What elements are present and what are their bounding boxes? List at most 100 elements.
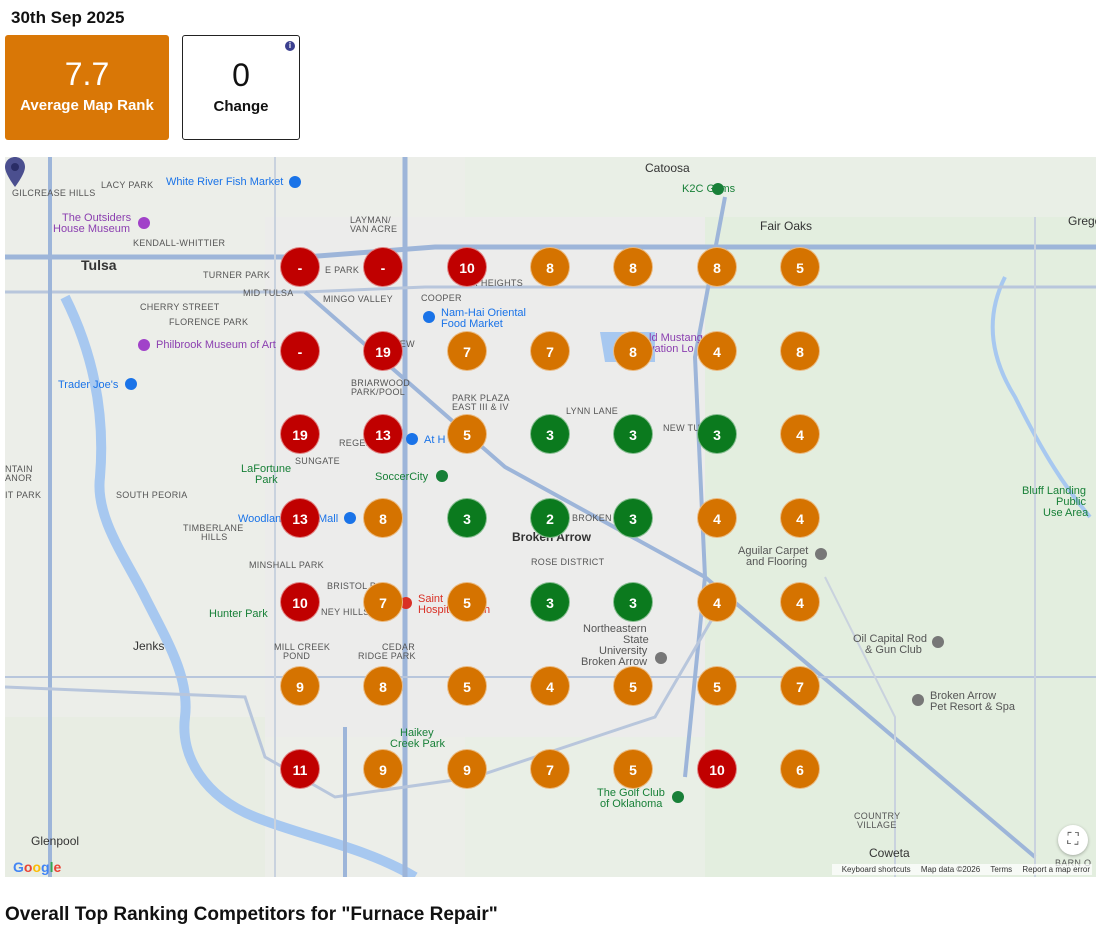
rank-marker[interactable]: 11 [280, 749, 320, 789]
grocery-icon [125, 378, 137, 390]
rank-marker[interactable]: 9 [280, 666, 320, 706]
poi-house-museum[interactable]: House Museum [53, 223, 131, 235]
poi-oil-capital[interactable]: Oil Capital Rod [853, 633, 927, 645]
poi-nsu-3: University [599, 645, 648, 657]
rank-marker[interactable]: 8 [530, 247, 570, 287]
info-icon[interactable]: i [285, 41, 295, 51]
poi-trader-joes[interactable]: Trader Joe's [58, 379, 119, 391]
rank-marker[interactable]: 10 [447, 247, 487, 287]
rank-marker[interactable]: 7 [530, 749, 570, 789]
rank-marker[interactable]: 13 [280, 498, 320, 538]
rank-marker[interactable]: 3 [613, 498, 653, 538]
poi-hunter[interactable]: Hunter Park [209, 608, 268, 620]
poi-pet-2[interactable]: Pet Resort & Spa [930, 701, 1015, 713]
rank-marker[interactable]: 10 [697, 749, 737, 789]
poi-soccercity[interactable]: SoccerCity [375, 471, 429, 483]
poi-golf-2[interactable]: of Oklahoma [600, 798, 663, 810]
rank-marker[interactable]: 2 [530, 498, 570, 538]
rank-marker[interactable]: 5 [697, 666, 737, 706]
poi-at-h[interactable]: At H [424, 434, 446, 446]
poi-bluff-public[interactable]: Public [1056, 496, 1086, 508]
rank-marker[interactable]: 9 [363, 749, 403, 789]
rank-marker[interactable]: 5 [780, 247, 820, 287]
poi-old-mustang[interactable]: ld Mustang [649, 332, 703, 344]
rank-marker[interactable]: - [280, 247, 320, 287]
rank-marker[interactable]: 10 [280, 582, 320, 622]
poi-pet-1[interactable]: Broken Arrow [930, 690, 997, 702]
map-label-anor: ANOR [5, 473, 33, 483]
rank-marker[interactable]: 3 [530, 414, 570, 454]
rank-marker[interactable]: 3 [697, 414, 737, 454]
map-label-turner-park: TURNER PARK [203, 270, 271, 280]
rank-marker[interactable]: 3 [613, 414, 653, 454]
poi-golf-1[interactable]: The Golf Club [597, 787, 665, 799]
rank-marker[interactable]: - [280, 331, 320, 371]
poi-woodland[interactable]: Woodlan [238, 513, 282, 525]
poi-hospital[interactable]: Hospit [418, 604, 450, 616]
rank-marker[interactable]: 4 [780, 498, 820, 538]
rank-marker[interactable]: 7 [780, 666, 820, 706]
rank-marker[interactable]: 3 [530, 582, 570, 622]
rank-marker[interactable]: 7 [363, 582, 403, 622]
rank-marker[interactable]: 3 [613, 582, 653, 622]
rank-marker[interactable]: 4 [780, 414, 820, 454]
business-location-pin-icon[interactable] [5, 157, 25, 187]
rank-marker[interactable]: 3 [447, 498, 487, 538]
poi-bluff[interactable]: Bluff Landing [1022, 485, 1087, 497]
keyboard-shortcuts-link[interactable]: Keyboard shortcuts [841, 865, 911, 874]
rank-map[interactable]: Catoosa Fair Oaks Grego Tulsa Jenks Glen… [5, 157, 1096, 877]
rank-marker[interactable]: 4 [780, 582, 820, 622]
rank-marker[interactable]: 5 [613, 749, 653, 789]
poi-gun-club[interactable]: & Gun Club [865, 644, 922, 656]
rank-marker[interactable]: 6 [780, 749, 820, 789]
rank-marker[interactable]: - [363, 247, 403, 287]
rank-marker[interactable]: 4 [697, 498, 737, 538]
store-icon [815, 548, 827, 560]
rank-marker[interactable]: 4 [530, 666, 570, 706]
rank-marker[interactable]: 8 [363, 498, 403, 538]
terms-link[interactable]: Terms [990, 865, 1013, 874]
poi-haikey-2[interactable]: Creek Park [390, 738, 446, 750]
poi-nsu-1[interactable]: Northeastern [583, 623, 647, 635]
rank-marker[interactable]: 8 [613, 331, 653, 371]
poi-lafortune[interactable]: LaFortune [241, 463, 292, 475]
poi-saint[interactable]: Saint [418, 593, 444, 605]
rank-marker[interactable]: 8 [363, 666, 403, 706]
rank-marker[interactable]: 8 [613, 247, 653, 287]
poi-haikey-1[interactable]: Haikey [400, 727, 434, 739]
poi-outsiders[interactable]: The Outsiders [62, 212, 132, 224]
poi-nam-hai[interactable]: Nam-Hai Oriental [441, 307, 526, 319]
report-error-link[interactable]: Report a map error [1022, 865, 1090, 874]
poi-lafortune-park[interactable]: Park [255, 474, 278, 486]
rank-marker[interactable]: 8 [780, 331, 820, 371]
map-label-briarwood: BRIARWOOD [351, 378, 411, 388]
poi-flooring[interactable]: and Flooring [746, 556, 808, 568]
poi-white-river[interactable]: White River Fish Market [166, 176, 284, 188]
golf-icon [672, 791, 684, 803]
rank-marker[interactable]: 19 [363, 331, 403, 371]
rank-marker[interactable]: 8 [697, 247, 737, 287]
poi-philbrook[interactable]: Philbrook Museum of Art [156, 339, 276, 351]
poi-vation[interactable]: vation Lo [649, 343, 694, 355]
poi-mall[interactable]: Mall [318, 513, 339, 525]
rank-marker[interactable]: 13 [363, 414, 403, 454]
poi-bluff-use-area[interactable]: Use Area [1043, 507, 1089, 519]
poi-aguilar[interactable]: Aguilar Carpet [738, 545, 809, 557]
rank-marker[interactable]: 5 [613, 666, 653, 706]
map-label-timberlane: TIMBERLANE [183, 523, 244, 533]
poi-k2c[interactable]: K2C Gyms [682, 183, 736, 195]
rank-marker[interactable]: 7 [530, 331, 570, 371]
rank-marker[interactable]: 4 [697, 582, 737, 622]
fullscreen-icon[interactable]: ⛶ [1058, 825, 1088, 855]
map-label-mingo-valley: MINGO VALLEY [323, 294, 393, 304]
rank-marker[interactable]: 5 [447, 414, 487, 454]
map-label-cherry-street: CHERRY STREET [140, 302, 220, 312]
average-map-rank-card: 7.7 Average Map Rank [5, 35, 169, 140]
rank-marker[interactable]: 4 [697, 331, 737, 371]
rank-marker[interactable]: 7 [447, 331, 487, 371]
rank-marker[interactable]: 5 [447, 582, 487, 622]
rank-marker[interactable]: 19 [280, 414, 320, 454]
poi-food-market[interactable]: Food Market [441, 318, 503, 330]
rank-marker[interactable]: 5 [447, 666, 487, 706]
rank-marker[interactable]: 9 [447, 749, 487, 789]
